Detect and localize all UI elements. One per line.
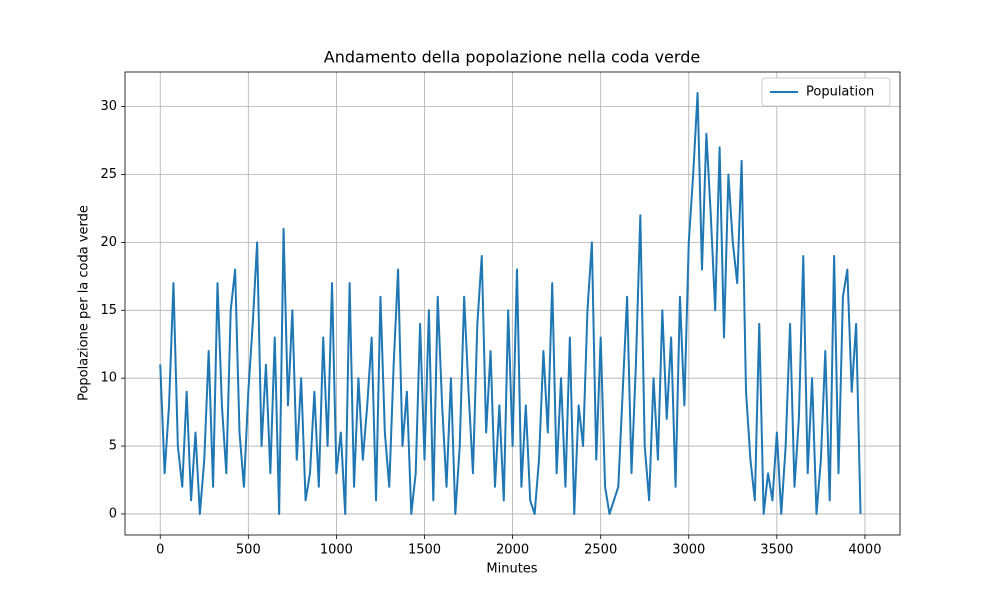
y-tick-label: 10 (100, 371, 117, 386)
y-tick-label: 0 (109, 506, 117, 521)
x-tick-label: 1500 (408, 543, 441, 558)
y-tick-label: 15 (100, 303, 117, 318)
plot-frame (124, 71, 901, 536)
x-tick-label: 1000 (320, 543, 353, 558)
legend-label: Population (806, 85, 874, 100)
x-tick-label: 0 (156, 543, 164, 558)
y-tick-label: 30 (100, 99, 117, 114)
x-tick-label: 3000 (672, 543, 705, 558)
y-tick-label: 25 (100, 167, 117, 182)
y-tick-label: 20 (100, 235, 117, 250)
x-tick-label: 500 (236, 543, 261, 558)
y-axis-label: Popolazione per la coda verde (77, 205, 92, 401)
x-tick-label: 3500 (760, 543, 793, 558)
x-tick-label: 2500 (584, 543, 617, 558)
x-tick-label: 2000 (496, 543, 529, 558)
x-tick-label: 4000 (848, 543, 881, 558)
y-tick-label: 5 (109, 439, 117, 454)
legend-box (761, 77, 891, 107)
data-line (159, 92, 862, 515)
x-axis-label: Minutes (486, 562, 537, 577)
chart-title: Andamento della popolazione nella coda v… (324, 48, 700, 67)
